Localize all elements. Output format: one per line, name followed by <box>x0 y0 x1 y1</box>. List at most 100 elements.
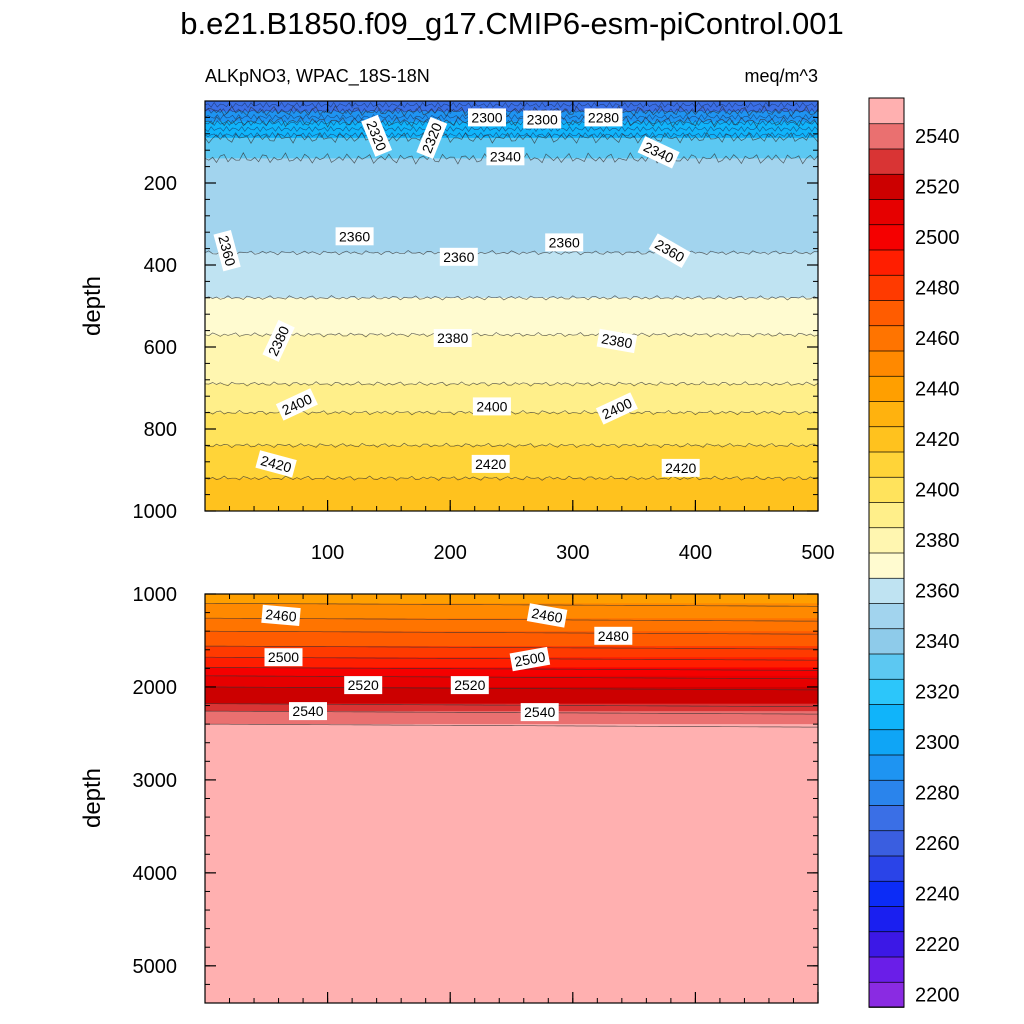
contour-label: 2460 <box>261 604 301 627</box>
contour-band <box>205 675 818 688</box>
contour-label-box <box>262 319 295 362</box>
y-tick-label: 1000 <box>133 584 178 606</box>
colorbar-swatch <box>868 956 905 983</box>
contour-label-box <box>416 116 448 159</box>
colorbar-swatch <box>868 779 905 806</box>
colorbar-swatch <box>868 627 905 655</box>
contour-label-box <box>344 676 383 695</box>
contour-label-box <box>637 136 680 169</box>
colorbar-swatch <box>868 299 905 327</box>
contour-band <box>205 297 818 336</box>
y-tick-label: 2000 <box>133 677 178 699</box>
contour-label-text: 2360 <box>443 249 474 265</box>
x-tick-label: 500 <box>801 542 834 564</box>
contour-label: 2360 <box>545 233 584 252</box>
contour-label-box <box>584 108 623 127</box>
contour-label-box <box>472 397 511 416</box>
lower-contour-labels: 2460 2460 2480 2500 2500 2520 2520 2540 2540 <box>261 603 633 722</box>
contour-label-text: 2400 <box>476 398 507 414</box>
colorbar-tick-label: 2540 <box>915 126 960 148</box>
y-tick-label: 600 <box>144 337 177 359</box>
contour-label-text: 2360 <box>549 234 580 250</box>
contour-label-text: 2420 <box>475 456 506 472</box>
colorbar-tick-label: 2340 <box>915 631 960 653</box>
contour-label: 2420 <box>255 450 297 478</box>
variable-label: ALKpNO3, WPAC_18S-18N <box>205 66 430 87</box>
contour-label-text: 2380 <box>600 330 634 351</box>
colorbar-swatch <box>868 880 905 907</box>
contour-label-text: 2360 <box>339 228 370 244</box>
contour-label-box <box>361 114 393 157</box>
contour-label-box <box>526 603 568 628</box>
colorbar-swatch <box>868 173 905 200</box>
contour-label-box <box>261 604 301 627</box>
contour-label-box <box>255 450 297 478</box>
contour-band <box>205 703 818 712</box>
contour-line <box>205 113 818 121</box>
contour-label-box <box>213 230 241 272</box>
colorbar: 2200 2220 2240 2260 2280 2300 2320 2340 2360 2380… <box>868 97 960 1008</box>
colorbar-swatch <box>868 577 905 604</box>
colorbar-swatch <box>868 425 905 453</box>
contour-band <box>205 334 818 385</box>
colorbar-tick-label: 2460 <box>915 328 960 350</box>
contour-line <box>205 602 818 607</box>
contour-label-text: 2380 <box>437 330 468 346</box>
contour-label-text: 2540 <box>292 703 323 719</box>
contour-line <box>205 667 818 671</box>
contour-line <box>205 131 818 139</box>
contour-label-box <box>545 233 584 252</box>
contour-band <box>205 618 818 632</box>
colorbar-swatch <box>868 97 905 125</box>
upper-plot-frame <box>204 100 819 512</box>
lower-axes: 1000 2000 3000 4000 5000 <box>133 584 819 1004</box>
contour-line <box>205 332 818 338</box>
contour-line <box>205 630 818 635</box>
colorbar-swatch <box>868 148 905 175</box>
contour-label-box <box>523 110 562 129</box>
colorbar-swatch <box>868 476 905 503</box>
contour-label-text: 2480 <box>598 628 629 644</box>
contour-label: 2500 <box>264 648 303 667</box>
contour-label: 2540 <box>289 702 327 721</box>
contour-label: 2400 <box>472 397 511 416</box>
contour-line <box>205 442 818 449</box>
lower-y-axis-label: depth <box>79 768 106 828</box>
colorbar-tick-label: 2500 <box>915 227 960 249</box>
contour-label-text: 2520 <box>348 677 379 693</box>
contour-label: 2520 <box>450 676 489 695</box>
contour-label-box <box>596 328 638 354</box>
contour-label-text: 2520 <box>454 677 485 693</box>
colorbar-swatch <box>868 602 905 630</box>
contour-line <box>205 686 818 691</box>
contour-label-text: 2300 <box>471 109 502 125</box>
y-tick-label: 4000 <box>133 863 178 885</box>
colorbar-swatch <box>868 375 905 402</box>
colorbar-swatch <box>868 981 905 1008</box>
upper-axes: 200 400 600 800 1000 100 200 300 400 500 <box>133 100 835 564</box>
upper-y-axis-label: depth <box>79 276 106 336</box>
lower-contour-lines <box>205 602 818 728</box>
contour-label-box <box>289 702 327 721</box>
contour-label-box <box>648 233 691 268</box>
y-tick-label: 200 <box>144 173 177 195</box>
contour-band <box>205 158 818 254</box>
contour-label: 2340 <box>486 147 525 166</box>
y-tick-label: 3000 <box>133 770 178 792</box>
contour-band <box>205 252 818 299</box>
y-tick-label: 5000 <box>133 956 178 978</box>
contour-band <box>205 445 818 479</box>
contour-label-box <box>439 247 478 266</box>
contour-line <box>205 675 818 680</box>
units-label: meq/m^3 <box>745 66 818 86</box>
contour-band <box>205 603 818 619</box>
y-tick-label: 400 <box>144 255 177 277</box>
contour-label: 2300 <box>523 110 562 129</box>
contour-label: 2360 <box>439 247 478 266</box>
contour-label: 2420 <box>661 458 700 477</box>
colorbar-swatch <box>868 223 905 251</box>
x-tick-label: 200 <box>434 542 467 564</box>
upper-contour-fill <box>205 101 818 511</box>
